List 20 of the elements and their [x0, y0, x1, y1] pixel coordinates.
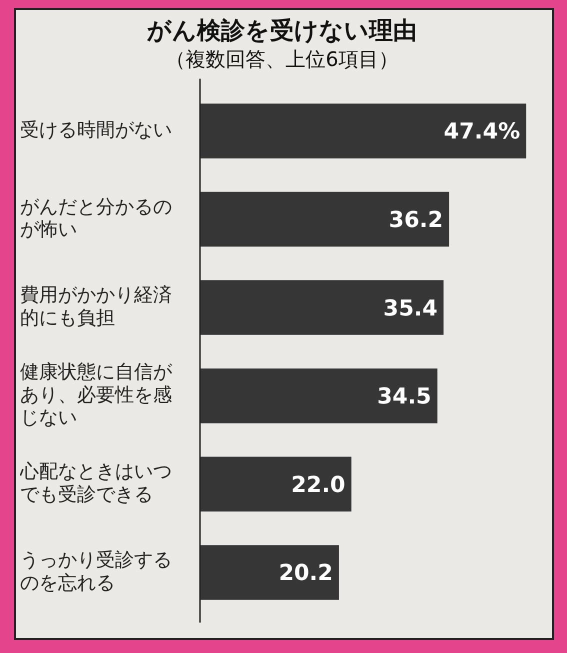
- bar: [200, 192, 450, 247]
- data-label: 36.2: [388, 208, 444, 233]
- chart-title: がん検診を受けない理由: [147, 16, 417, 45]
- y-tick-label: 費用がかかり経済的にも負担: [20, 284, 172, 329]
- y-tick-label: がんだと分かるのが怖い: [20, 196, 172, 241]
- y-tick-label: 心配なときはいつでも受診できる: [19, 460, 172, 506]
- y-tick-label: 健康状態に自信があり、必要性を感じない: [20, 360, 173, 429]
- y-tick-label: うっかり受診するのを忘れる: [20, 548, 172, 594]
- data-label: 35.4: [383, 296, 438, 322]
- bar: [200, 545, 339, 600]
- bar: [200, 456, 352, 512]
- bar: [200, 104, 526, 158]
- data-label: 20.2: [278, 561, 333, 586]
- data-label: 34.5: [377, 384, 432, 410]
- bar: [200, 368, 438, 424]
- y-tick-label: 受ける時間がない: [20, 118, 172, 141]
- data-label: 47.4%: [444, 120, 520, 145]
- bar: [200, 280, 444, 335]
- chart-subtitle: （複数回答、上位6項目）: [166, 47, 398, 72]
- data-label: 22.0: [291, 472, 346, 498]
